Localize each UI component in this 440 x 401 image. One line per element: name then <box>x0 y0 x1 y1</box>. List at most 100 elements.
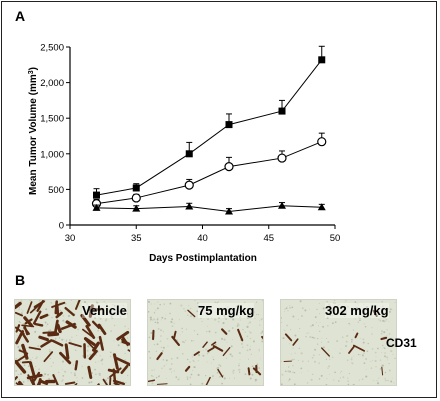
tissue-speckle <box>259 320 260 322</box>
tissue-speckle <box>106 377 110 380</box>
tissue-speckle <box>326 337 327 339</box>
tissue-speckle <box>246 325 249 328</box>
tissue-speckle <box>73 372 76 375</box>
tissue-speckle <box>206 352 209 355</box>
tissue-speckle <box>35 365 37 367</box>
tissue-speckle <box>288 378 291 381</box>
tissue-speckle <box>363 352 365 355</box>
tissue-speckle <box>29 358 32 361</box>
tissue-speckle <box>192 359 194 362</box>
tissue-speckle <box>228 377 230 379</box>
tissue-speckle <box>190 307 192 310</box>
tissue-speckle <box>110 316 112 318</box>
tissue-speckle <box>357 303 359 305</box>
tissue-speckle <box>148 311 150 313</box>
tissue-speckle <box>165 314 167 316</box>
tissue-speckle <box>217 320 220 323</box>
data-point-triangle <box>225 207 233 215</box>
tissue-speckle <box>99 372 101 375</box>
stained-vessel <box>127 349 130 353</box>
tissue-speckle <box>77 328 80 331</box>
tissue-speckle <box>313 360 317 363</box>
tissue-background <box>281 300 396 385</box>
tissue-speckle <box>178 348 180 351</box>
stained-vessel <box>64 343 70 360</box>
stained-vessel <box>23 326 31 335</box>
stained-vessel <box>156 352 163 361</box>
tissue-speckle <box>212 356 214 358</box>
tissue-speckle <box>59 310 61 312</box>
stained-vessel <box>18 380 24 385</box>
tissue-speckle <box>246 344 249 347</box>
tissue-speckle <box>50 365 53 368</box>
data-point-triangle <box>92 203 101 211</box>
tissue-speckle <box>293 358 295 360</box>
tissue-speckle <box>38 368 40 370</box>
stained-vessel <box>38 335 49 342</box>
tissue-speckle <box>45 308 48 311</box>
stained-vessel <box>52 374 59 385</box>
tissue-speckle <box>190 373 193 376</box>
stained-vessel <box>102 378 109 385</box>
micrograph-texture <box>148 300 263 385</box>
tissue-speckle <box>288 365 290 368</box>
tissue-speckle <box>184 310 186 312</box>
tissue-speckle <box>305 335 307 338</box>
tissue-speckle <box>179 377 181 379</box>
tissue-speckle <box>333 379 335 381</box>
cd31-stain-label: CD31 <box>386 336 417 350</box>
tissue-speckle <box>54 337 57 340</box>
tissue-speckle <box>156 321 159 324</box>
tissue-speckle <box>294 352 296 354</box>
tissue-speckle <box>155 350 158 352</box>
tissue-speckle <box>20 312 23 315</box>
tissue-speckle <box>88 381 91 384</box>
tissue-speckle <box>362 338 365 341</box>
tissue-speckle <box>384 379 387 382</box>
tissue-speckle <box>228 329 231 333</box>
stained-vessel <box>15 311 24 317</box>
tissue-speckle <box>249 337 252 340</box>
tissue-speckle <box>167 345 169 347</box>
tissue-speckle <box>325 358 328 360</box>
tissue-speckle <box>281 317 282 319</box>
tissue-speckle <box>19 360 22 364</box>
stained-vessel <box>184 365 191 372</box>
tissue-speckle <box>217 301 219 303</box>
tissue-speckle <box>292 315 295 318</box>
stained-vessel <box>187 309 196 318</box>
tissue-speckle <box>247 323 249 325</box>
tissue-speckle <box>219 375 221 378</box>
tissue-speckle <box>392 309 394 311</box>
tissue-speckle <box>369 317 371 318</box>
stained-vessel <box>121 340 130 346</box>
tissue-speckle <box>155 376 158 379</box>
tissue-speckle <box>153 369 155 371</box>
tissue-speckle <box>97 349 99 351</box>
tissue-speckle <box>109 355 112 358</box>
tissue-speckle <box>238 368 241 371</box>
tissue-speckle <box>238 363 240 365</box>
tissue-speckle <box>392 353 394 355</box>
tissue-speckle <box>29 300 32 302</box>
tissue-speckle <box>83 301 87 304</box>
chart-axes <box>69 47 335 226</box>
tissue-speckle <box>356 306 358 309</box>
tissue-speckle <box>125 310 127 312</box>
micrograph-texture <box>15 300 130 385</box>
data-point-triangle <box>278 201 286 209</box>
tissue-speckle <box>373 379 375 381</box>
stained-vessel <box>38 379 49 385</box>
stained-vessel <box>87 365 93 379</box>
tissue-speckle <box>18 308 20 311</box>
tissue-speckle <box>61 380 63 382</box>
tissue-speckle <box>238 352 241 355</box>
tissue-speckle <box>258 350 260 352</box>
tissue-speckle <box>244 331 246 333</box>
tissue-speckle <box>372 303 374 305</box>
stained-vessel <box>113 382 121 385</box>
tissue-speckle <box>339 372 341 374</box>
tissue-speckle <box>232 370 234 372</box>
tissue-speckle <box>94 361 97 364</box>
data-point-square <box>93 191 100 199</box>
